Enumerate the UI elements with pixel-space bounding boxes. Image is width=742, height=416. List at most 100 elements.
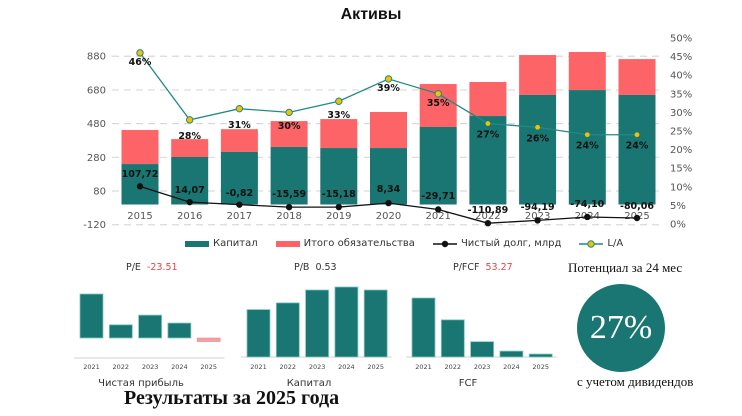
mini-bar (275, 302, 300, 358)
legend-item-net-debt[interactable]: Чистый долг, млрд (432, 238, 562, 249)
legend-label-net-debt: Чистый долг, млрд (460, 238, 562, 249)
y-right-tick-label: 35% (670, 89, 692, 100)
bar-liabilities (220, 129, 258, 152)
y-right-tick-label: 5% (670, 201, 686, 212)
la-data-label: 24% (576, 141, 599, 152)
la-marker (485, 121, 491, 126)
mini-bar (79, 293, 104, 339)
legend-item-capital[interactable]: Капитал (185, 238, 258, 249)
la-data-label: 33% (327, 110, 350, 121)
net-debt-marker (136, 183, 144, 190)
x-tick-label: 2020 (376, 211, 401, 222)
net-debt-data-label: 8,34 (377, 184, 401, 195)
mini-chart-title: Чистая прибыль (98, 378, 184, 389)
legend-label-la: L/A (607, 238, 624, 249)
mini-bar (470, 341, 495, 358)
mini-bar (108, 324, 133, 339)
net-debt-data-label: -80,06 (620, 201, 654, 212)
mini-bar (167, 322, 192, 339)
bar-capital (220, 151, 258, 205)
net-debt-data-label: -15,59 (272, 189, 306, 200)
legend: Капитал Итого обязательства Чистый долг,… (185, 238, 641, 249)
potential-title: Потенциал за 24 мес (568, 260, 683, 275)
x-tick-label: 2023 (525, 211, 550, 222)
mini-x-tick-label: 2022 (113, 363, 130, 371)
la-data-label: 31% (228, 120, 251, 131)
footer-title: Результаты за 2025 года (124, 387, 340, 409)
bar-liabilities (469, 82, 507, 117)
la-data-label: 35% (427, 98, 450, 109)
mini-bar (528, 353, 553, 358)
legend-label-capital: Капитал (213, 238, 258, 249)
bar-capital (370, 148, 407, 205)
legend-item-la[interactable]: L/A (579, 238, 623, 249)
bar-capital (519, 94, 557, 205)
x-tick-label: 2016 (177, 211, 202, 222)
kpi-pe-value: -23.51 (146, 262, 178, 273)
mini-bar (411, 297, 436, 358)
chart-title: Активы (340, 6, 402, 23)
liabilities-swatch (275, 240, 300, 247)
mini-bar (499, 350, 524, 358)
net-debt-marker (484, 219, 492, 227)
mini-x-tick-label: 2024 (503, 363, 520, 371)
mini-x-tick-label: 2023 (309, 363, 326, 371)
bar-liabilities (121, 130, 159, 165)
potential-circle: 27% (577, 284, 665, 372)
mini-x-tick-label: 2022 (445, 363, 462, 371)
bar-capital (469, 116, 507, 205)
la-swatch (579, 239, 604, 248)
la-marker (335, 97, 343, 105)
legend-label-liabilities: Итого обязательства (303, 238, 415, 249)
net-debt-data-label: -74,10 (570, 199, 604, 210)
bar-liabilities (370, 111, 407, 149)
y-left-tick-label: 80 (93, 187, 106, 198)
mini-bar (138, 314, 163, 339)
bar-liabilities (320, 119, 358, 149)
x-tick-label: 2015 (127, 211, 152, 222)
la-marker (186, 116, 194, 124)
mini-bar (363, 289, 388, 358)
legend-item-liabilities[interactable]: Итого обязательства (275, 238, 415, 249)
bar-liabilities (270, 121, 308, 148)
la-marker (434, 90, 442, 98)
x-tick-label: 2022 (475, 211, 500, 222)
y-left-tick-label: 880 (87, 52, 106, 63)
main-chart: 880 680 480 280 80 -120 0% 5% 10% 15% 20% 25% 30% 35%… (83, 34, 692, 232)
capital-swatch (185, 240, 209, 247)
net-debt-swatch (432, 240, 457, 247)
bar-capital (320, 148, 358, 205)
bar-capital (171, 156, 209, 205)
net-debt-marker (633, 214, 641, 222)
bar-liabilities (171, 139, 209, 157)
kpi-pfcf-value: 53.27 (485, 262, 513, 273)
y-left-tick-label: 680 (87, 85, 106, 96)
mini-x-tick-label: 2021 (250, 363, 267, 371)
bar-liabilities (568, 52, 606, 91)
net-debt-marker (385, 199, 392, 207)
net-debt-data-label: -94,19 (521, 202, 555, 213)
y-right-tick-label: 45% (670, 52, 692, 63)
mini-x-tick-label: 2022 (280, 363, 297, 371)
net-debt-marker (534, 217, 541, 224)
net-debt-marker (335, 203, 342, 211)
la-marker (634, 132, 640, 138)
la-data-label: 26% (526, 133, 549, 144)
net-debt-data-label: -0,82 (226, 188, 253, 199)
kpi-pe-label: P/E (126, 262, 141, 273)
la-marker (535, 124, 540, 130)
mini-x-tick-label: 2023 (142, 363, 159, 371)
mini-x-tick-label: 2025 (200, 363, 217, 371)
net-debt-data-label: -110,89 (468, 205, 509, 216)
la-data-label: 39% (377, 83, 400, 94)
mini-x-tick-label: 2025 (532, 363, 549, 371)
la-data-label: 27% (477, 130, 500, 141)
bar-liabilities (519, 55, 557, 95)
bar-capital (568, 90, 606, 205)
y-right-tick-label: 30% (670, 108, 692, 119)
y-left-tick-label: 280 (87, 153, 106, 164)
mini-chart-title: FCF (459, 378, 478, 389)
net-debt-data-label: -15,18 (322, 189, 356, 200)
